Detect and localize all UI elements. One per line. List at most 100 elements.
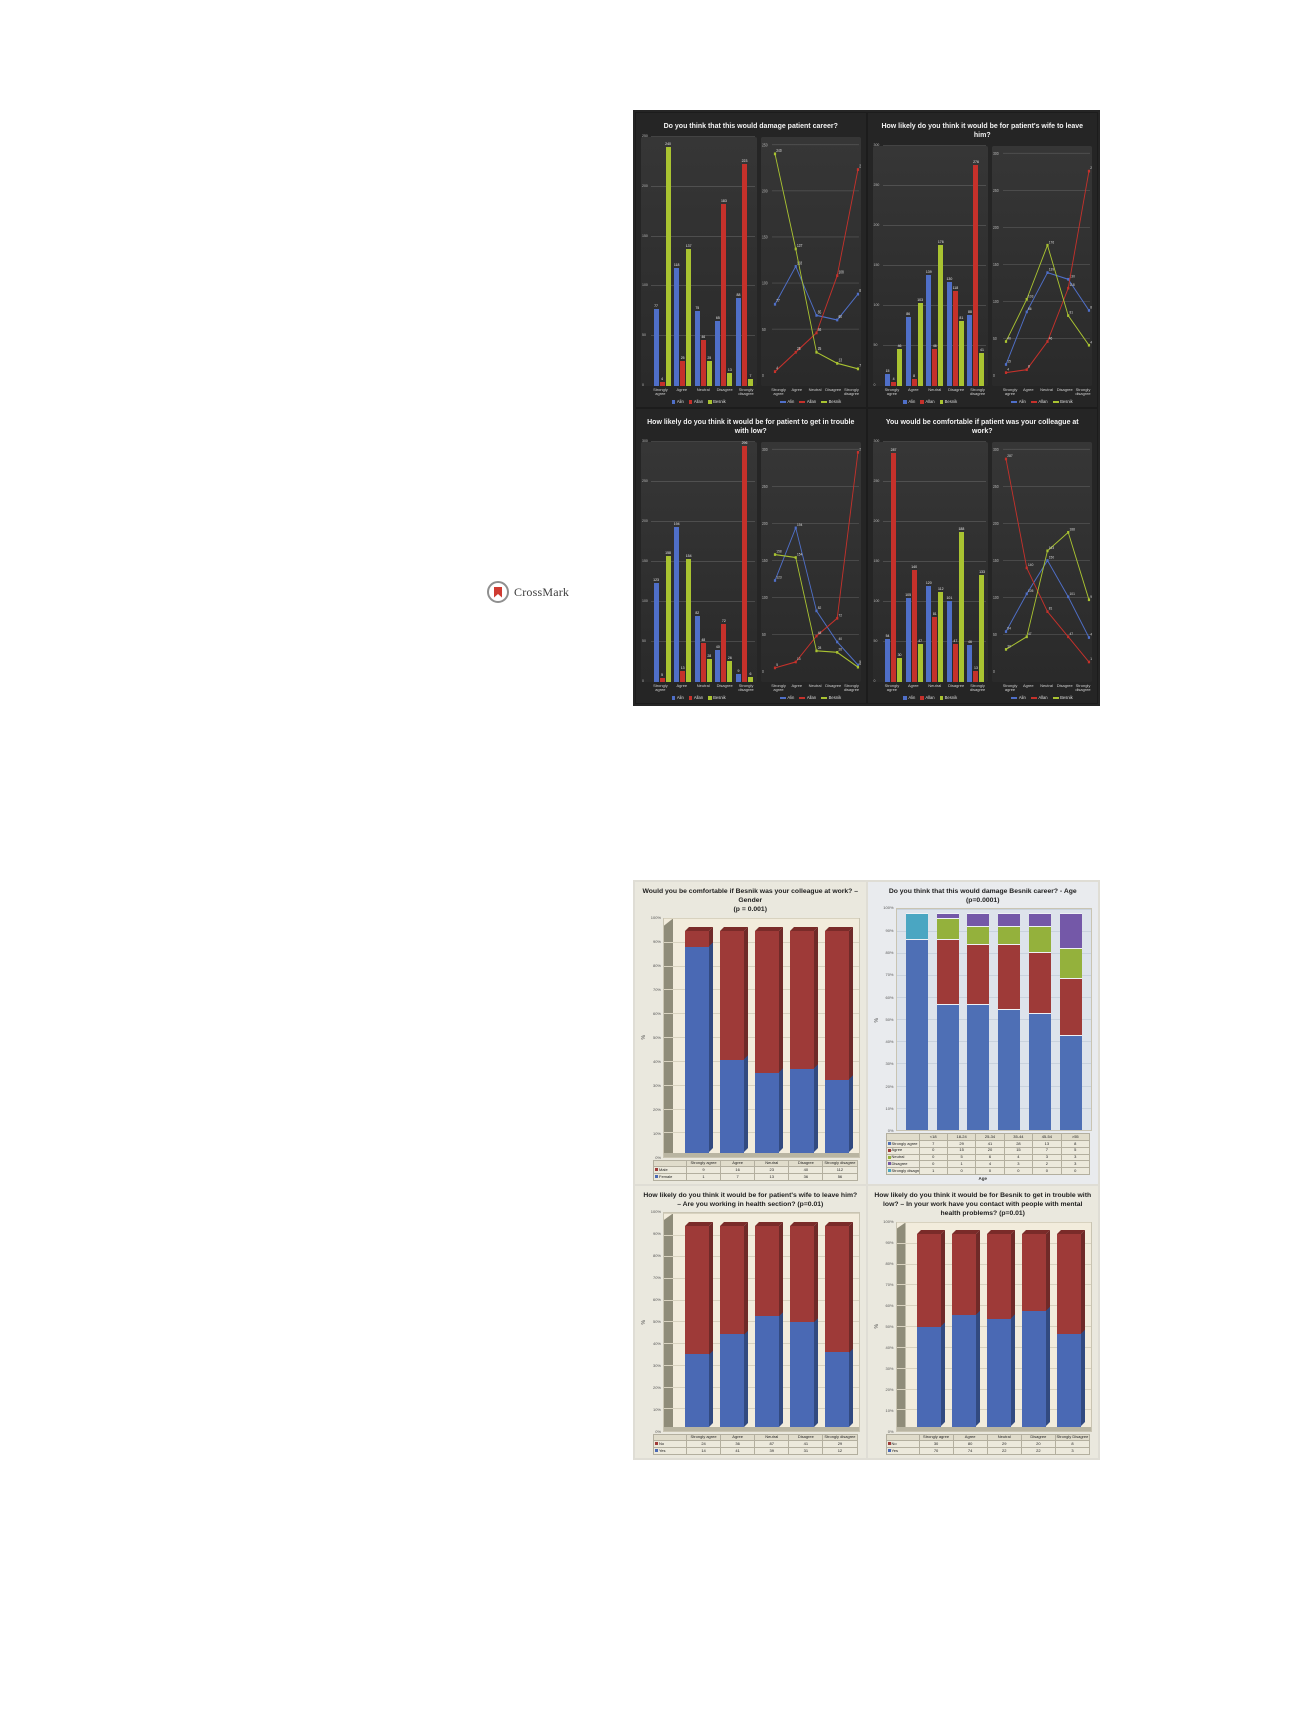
legend-item: Alin bbox=[1011, 399, 1026, 404]
table-row-label: Agree bbox=[885, 1146, 920, 1155]
x-tick-label: Agree bbox=[791, 682, 803, 688]
legend-label: Alin bbox=[787, 398, 795, 404]
column-segment bbox=[936, 1004, 959, 1131]
legend-label: Alin bbox=[908, 398, 916, 404]
x-tick-label: Strongly disagree bbox=[843, 682, 860, 693]
y-tick-label: 50 bbox=[873, 342, 878, 347]
gridline bbox=[651, 441, 755, 443]
line-marker-icon bbox=[821, 401, 828, 403]
bar: 296 bbox=[741, 442, 747, 682]
bar-side-face bbox=[1046, 1230, 1051, 1427]
line-marker-icon bbox=[799, 697, 806, 699]
column-segment bbox=[1059, 978, 1082, 1035]
svg-text:46: 46 bbox=[817, 328, 821, 332]
y-tick-label: 80% bbox=[652, 1253, 661, 1259]
line-marker-icon bbox=[821, 697, 828, 699]
table-value-cell: 56 bbox=[822, 1173, 858, 1181]
bar: 46 bbox=[897, 146, 903, 386]
legend-label: Allan bbox=[925, 398, 935, 404]
svg-text:5: 5 bbox=[776, 663, 778, 667]
svg-text:140: 140 bbox=[1028, 563, 1033, 567]
light-chart-panel-4: How likely do you think it would be for … bbox=[867, 1186, 1098, 1458]
square-marker-icon bbox=[920, 400, 924, 404]
legend-label: Alin bbox=[1018, 694, 1026, 700]
bar-rect bbox=[885, 638, 891, 682]
gridline bbox=[651, 334, 755, 336]
bar-faces bbox=[917, 1230, 946, 1427]
y-tick-label: 50% bbox=[652, 1318, 661, 1324]
data-table: Strongly agree Agree Neutral Disagree Strong… bbox=[653, 1159, 858, 1181]
series-marker-icon bbox=[887, 1148, 891, 1152]
bar-rect bbox=[674, 268, 680, 386]
bar: 9 bbox=[735, 442, 741, 682]
bar-value-label: 5 bbox=[661, 672, 664, 677]
table-value-cell: 0 bbox=[1032, 1167, 1062, 1175]
gridline bbox=[664, 918, 859, 919]
y-tick-label: 90% bbox=[885, 927, 894, 933]
bar-group: 139 46 176 bbox=[926, 146, 944, 386]
table-value-cell: 41 bbox=[720, 1447, 756, 1455]
3d-floor bbox=[664, 1426, 859, 1431]
stacked-bar bbox=[987, 1230, 1016, 1427]
bar-rect bbox=[700, 643, 706, 682]
bar-rect bbox=[741, 446, 747, 682]
stacked-column bbox=[1059, 913, 1082, 1131]
y-tick-label: 20% bbox=[652, 1106, 661, 1112]
table-value-cell: 40 bbox=[788, 1166, 824, 1175]
chart-body: % 0% 10% 20% 30% 40% 50% 60% 70% 80% 90% 100% bbox=[641, 1210, 860, 1433]
legend-item: Besnik bbox=[939, 695, 957, 700]
svg-text:47: 47 bbox=[1070, 632, 1074, 636]
bar: 7 bbox=[747, 137, 753, 386]
gridline bbox=[882, 185, 987, 187]
gridline bbox=[651, 640, 755, 642]
svg-text:150: 150 bbox=[762, 234, 768, 240]
bar: 140 bbox=[911, 442, 917, 682]
bar-value-label: 13 bbox=[727, 367, 732, 372]
bar-value-label: 40 bbox=[715, 644, 720, 649]
stacked-column bbox=[1028, 913, 1051, 1131]
svg-text:100: 100 bbox=[762, 596, 768, 600]
y-tick-label: 20% bbox=[652, 1384, 661, 1390]
bar-value-label: 240 bbox=[665, 142, 671, 147]
legend-label: Besnik bbox=[944, 398, 958, 404]
svg-text:47: 47 bbox=[1028, 632, 1032, 636]
stacked-bar bbox=[719, 1221, 748, 1427]
segment-disagree bbox=[917, 1234, 942, 1327]
y-tick-label: 90% bbox=[885, 1239, 894, 1245]
svg-text:250: 250 bbox=[993, 189, 999, 193]
svg-text:25: 25 bbox=[797, 347, 801, 351]
table-value-cell: 13 bbox=[1032, 1140, 1062, 1148]
y-tick-label: 250 bbox=[642, 134, 648, 139]
legend-label: Allan bbox=[693, 398, 704, 404]
legend-label: Besnik bbox=[1060, 398, 1073, 404]
bar-rect bbox=[721, 203, 727, 386]
y-tick-label: 100 bbox=[642, 598, 648, 603]
bar-groups: 54 287 30 105 140 47 120 81 112 101 47 188 46 13 133 bbox=[885, 442, 986, 682]
segment-agree bbox=[754, 1072, 779, 1153]
svg-text:163: 163 bbox=[1049, 546, 1054, 550]
bar-rect bbox=[715, 321, 721, 386]
table-header-cell: Strongly disagree bbox=[822, 1433, 858, 1442]
table-value-cell: 0 bbox=[918, 1146, 948, 1155]
chart-legend: Alin Allan Besnik bbox=[990, 693, 1094, 701]
legend-item: Alin bbox=[671, 695, 684, 700]
legend-item: Besnik bbox=[1052, 398, 1073, 404]
square-marker-icon bbox=[671, 696, 676, 700]
bar-faces bbox=[789, 927, 818, 1153]
bar: 13 bbox=[680, 442, 686, 682]
svg-text:200: 200 bbox=[762, 188, 768, 194]
gridline bbox=[896, 1085, 1091, 1087]
legend-item: Besnik bbox=[939, 398, 958, 404]
table-value-cell: 9 bbox=[685, 1166, 722, 1175]
crossmark-badge[interactable]: CrossMark bbox=[487, 581, 569, 603]
gridline bbox=[882, 521, 987, 522]
bar-side-face bbox=[708, 927, 713, 1153]
svg-text:223: 223 bbox=[859, 164, 861, 168]
gridline bbox=[896, 1063, 1091, 1064]
chart-legend: Alin Allan Besnik bbox=[759, 693, 863, 701]
table-row-label: Strongly agree bbox=[885, 1140, 920, 1148]
x-tick-label: Strongly agree bbox=[653, 682, 668, 693]
table-value-cell: 22 bbox=[986, 1447, 1022, 1455]
svg-text:150: 150 bbox=[1049, 555, 1054, 559]
series-marker-icon bbox=[887, 1442, 891, 1446]
